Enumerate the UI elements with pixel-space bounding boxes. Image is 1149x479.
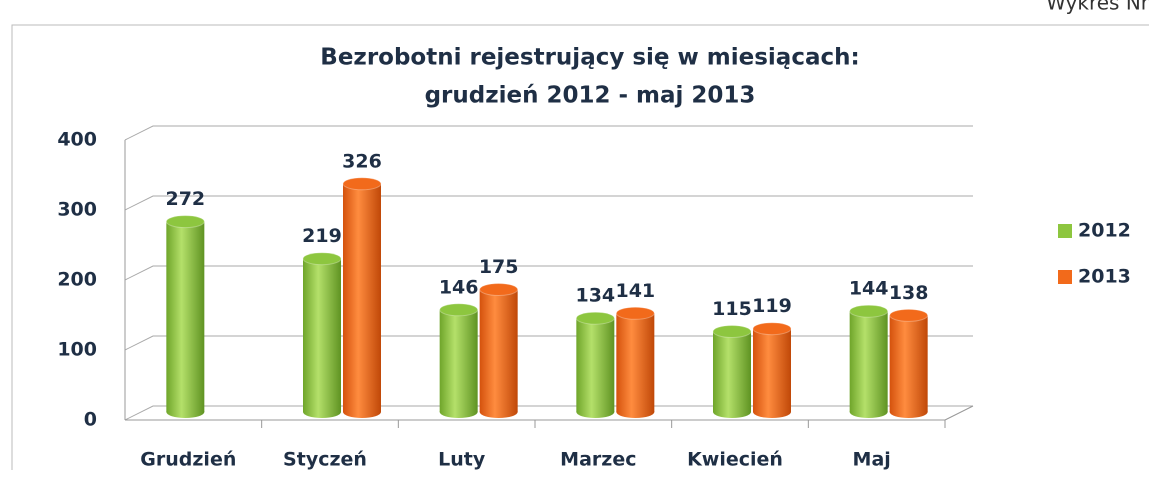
bar-top xyxy=(302,252,342,266)
chart-subtitle: grudzień 2012 - maj 2013 xyxy=(425,83,756,109)
chart-frame xyxy=(11,24,1149,470)
bar xyxy=(439,309,478,412)
y-tick-label: 400 xyxy=(57,129,97,151)
data-label: 272 xyxy=(165,188,205,210)
grid-line xyxy=(124,125,973,141)
bar-top xyxy=(849,304,889,318)
data-label: 144 xyxy=(849,278,889,300)
y-tick-label: 0 xyxy=(84,409,97,431)
bar-top xyxy=(165,215,205,229)
data-label: 141 xyxy=(615,280,655,302)
bar xyxy=(849,311,888,412)
bar-top xyxy=(615,306,655,320)
x-tick-label: Styczeń xyxy=(283,449,367,471)
bar xyxy=(303,258,341,412)
data-label: 146 xyxy=(439,276,479,298)
grid-line xyxy=(124,195,973,211)
legend-label: 2013 xyxy=(1078,266,1131,288)
x-axis-depth xyxy=(944,405,974,421)
x-tick-label: Grudzień xyxy=(140,449,236,471)
y-tick-label: 200 xyxy=(57,269,97,291)
legend-swatch xyxy=(1058,224,1072,238)
bar-top xyxy=(752,322,792,336)
data-label: 115 xyxy=(712,298,752,320)
grid-line xyxy=(124,405,973,421)
bar-top xyxy=(479,283,519,296)
bar-top xyxy=(712,325,752,338)
bar-top xyxy=(575,311,615,325)
y-tick-label: 300 xyxy=(57,199,97,221)
x-tick-label: Kwiecień xyxy=(687,449,783,471)
data-label: 138 xyxy=(889,282,929,304)
data-label: 219 xyxy=(302,225,342,247)
y-tick-label: 100 xyxy=(57,339,97,361)
chart-title: Bezrobotni rejestrujący się w miesiącach… xyxy=(320,45,859,71)
bar-top xyxy=(342,177,382,191)
bar xyxy=(616,313,655,412)
x-tick-label: Luty xyxy=(438,449,486,471)
grid-line xyxy=(124,265,973,281)
grid-line xyxy=(124,335,973,351)
bar xyxy=(343,183,381,412)
bar xyxy=(889,315,928,412)
legend-swatch xyxy=(1058,270,1072,284)
bar-top xyxy=(889,308,929,322)
bar xyxy=(479,289,518,412)
annotation: Wykres Nr xyxy=(1046,0,1149,15)
bar xyxy=(576,318,615,412)
x-tick-label: Maj xyxy=(853,449,891,471)
bar xyxy=(753,328,791,412)
data-label: 119 xyxy=(752,295,792,317)
bar xyxy=(713,331,751,412)
legend-label: 2012 xyxy=(1078,220,1131,242)
data-label: 175 xyxy=(479,256,519,278)
x-tick-label: Marzec xyxy=(560,449,636,471)
bar-top xyxy=(439,303,479,317)
bar xyxy=(166,221,205,412)
data-label: 134 xyxy=(575,285,615,307)
data-label: 326 xyxy=(342,150,382,172)
